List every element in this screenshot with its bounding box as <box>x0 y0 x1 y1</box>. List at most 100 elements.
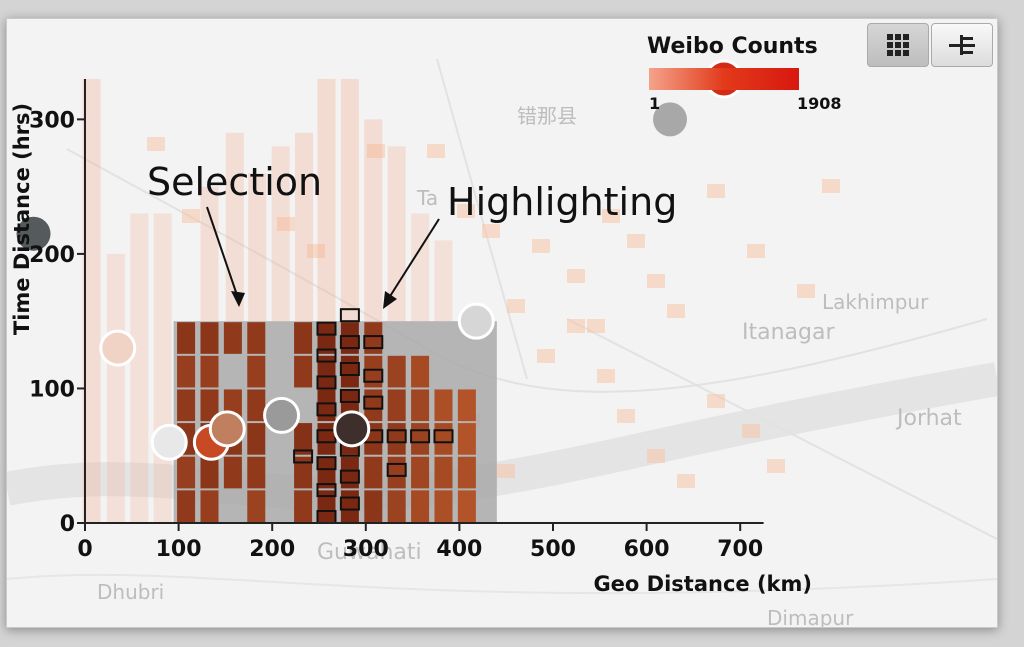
background-cell <box>677 474 695 488</box>
selected-heatmap-cell <box>294 355 313 388</box>
selected-heatmap-cell <box>364 456 383 489</box>
highlighting-annotation: Highlighting <box>447 180 677 224</box>
selected-heatmap-cell <box>317 456 336 489</box>
selected-heatmap-cell <box>317 322 336 354</box>
background-cell <box>602 209 620 223</box>
selected-heatmap-cell <box>247 490 266 522</box>
data-circle <box>333 410 371 448</box>
x-tick-label: 300 <box>343 537 389 562</box>
selected-heatmap-cell <box>411 389 430 422</box>
selected-heatmap-cell <box>177 490 196 522</box>
heatmap-column <box>200 186 219 322</box>
selected-heatmap-cell <box>317 355 336 388</box>
highlighted-cell <box>339 335 360 350</box>
highlighted-cell <box>293 449 314 464</box>
background-cell <box>482 224 500 238</box>
heatmap-column <box>153 213 172 523</box>
heatmap-column <box>434 240 453 322</box>
selected-heatmap-cell <box>411 490 430 522</box>
selected-heatmap-cell <box>200 355 219 388</box>
x-tick-label: 500 <box>530 537 576 562</box>
background-cell <box>147 137 165 151</box>
selected-heatmap-cell <box>387 389 406 422</box>
selected-heatmap-cell <box>247 355 266 388</box>
background-cell <box>537 349 555 363</box>
selected-heatmap-cell <box>223 456 242 489</box>
data-circle <box>16 216 51 251</box>
map-label: Guwahati <box>317 540 422 565</box>
background-cell <box>427 144 445 158</box>
heatmap-column <box>248 173 267 322</box>
background-cell <box>627 234 645 248</box>
highlighted-cell <box>363 368 384 383</box>
background-cell <box>707 184 725 198</box>
heatmap-chart[interactable]: 错那县 Lakhimpur Itanagar Jorhat Dhubri Dimapur G… <box>7 19 997 627</box>
heatmap-column <box>340 79 359 322</box>
map-label: 错那县 <box>517 104 577 128</box>
background-cell <box>767 459 785 473</box>
map-label: Dhubri <box>97 580 164 604</box>
selected-heatmap-cell <box>411 355 430 388</box>
selected-heatmap-cell <box>364 389 383 422</box>
background-cell <box>277 217 295 231</box>
heatmap-column <box>411 213 430 322</box>
highlighted-cell <box>386 429 407 444</box>
background-cell <box>567 319 585 333</box>
heatmap-column <box>295 132 314 322</box>
highlighted-cell <box>316 348 337 363</box>
background-cell <box>507 299 525 313</box>
selected-heatmap-cell <box>317 389 336 422</box>
highlighted-cell <box>316 456 337 471</box>
highlighted-cell <box>339 308 360 323</box>
data-circle <box>208 410 246 448</box>
background-cell <box>307 244 325 258</box>
highlighted-cell <box>316 375 337 390</box>
highlighted-cell <box>339 388 360 403</box>
data-circle <box>457 302 495 340</box>
selected-heatmap-cell <box>247 423 266 455</box>
highlighted-cell <box>386 462 407 477</box>
selected-heatmap-cell <box>434 490 453 522</box>
selected-heatmap-cell <box>294 322 313 354</box>
background-cell <box>647 274 665 288</box>
selected-heatmap-cell <box>387 355 406 388</box>
background-cell <box>532 239 550 253</box>
x-tick-label: 200 <box>249 537 295 562</box>
selection-arrowhead <box>231 291 245 307</box>
selected-heatmap-cell <box>317 423 336 455</box>
visualization-panel: 错那县 Lakhimpur Itanagar Jorhat Dhubri Dimapur G… <box>6 18 998 628</box>
y-tick-label: 300 <box>29 108 75 133</box>
grid-view-button[interactable] <box>867 23 929 67</box>
background-cell <box>597 369 615 383</box>
selected-heatmap-cell <box>177 355 196 388</box>
map-label: Dimapur <box>767 606 854 627</box>
selected-heatmap-cell <box>294 456 313 489</box>
selected-heatmap-cell <box>200 322 219 354</box>
y-tick-label: 0 <box>60 512 75 537</box>
heatmap-column <box>317 79 336 322</box>
view-toolbar <box>867 23 995 73</box>
highlighted-cell <box>410 429 431 444</box>
background-cell <box>822 179 840 193</box>
highlighted-cell <box>433 429 454 444</box>
x-tick-label: 600 <box>624 537 670 562</box>
x-axis-title: Geo Distance (km) <box>593 572 812 596</box>
selected-heatmap-cell <box>364 322 383 354</box>
background-cell <box>457 204 475 218</box>
tree-icon <box>949 35 975 55</box>
selected-heatmap-cell <box>457 389 476 422</box>
selected-heatmap-cell <box>200 490 219 522</box>
heatmap-column <box>82 79 101 523</box>
map-label: Ta <box>416 186 438 210</box>
selected-heatmap-cell <box>411 456 430 489</box>
selected-heatmap-cell <box>457 490 476 522</box>
x-tick-label: 700 <box>717 537 763 562</box>
selected-heatmap-cell <box>340 456 359 489</box>
selected-heatmap-cell <box>294 423 313 455</box>
x-tick-label: 100 <box>156 537 202 562</box>
y-tick-label: 200 <box>29 243 75 268</box>
background-cell <box>797 284 815 298</box>
legend-color-scale <box>649 68 799 90</box>
heatmap-column <box>130 213 149 523</box>
tree-view-button[interactable] <box>931 23 993 67</box>
